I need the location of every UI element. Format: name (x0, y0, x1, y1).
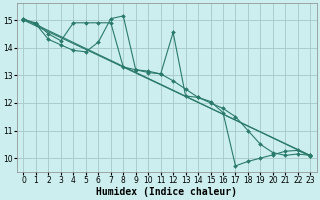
X-axis label: Humidex (Indice chaleur): Humidex (Indice chaleur) (96, 186, 237, 197)
